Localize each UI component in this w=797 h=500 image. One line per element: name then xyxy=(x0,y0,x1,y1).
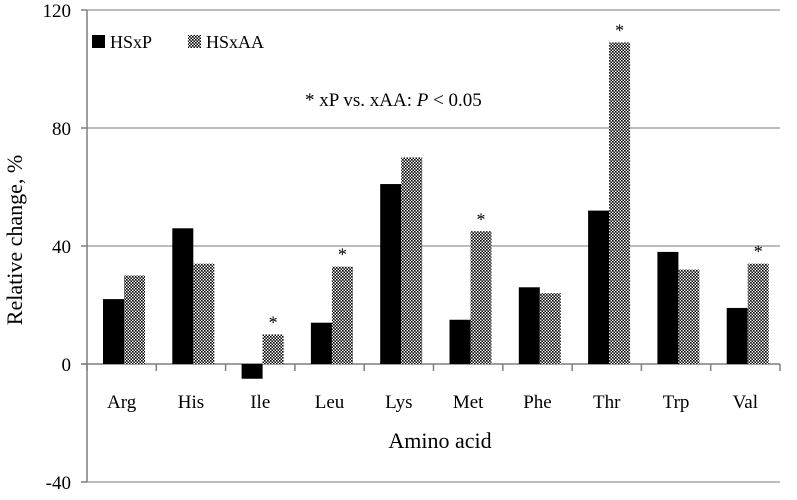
x-tick-label: Leu xyxy=(315,392,345,413)
significance-marker: * xyxy=(477,209,486,229)
y-tick-label: 120 xyxy=(43,1,72,22)
x-tick-label: Phe xyxy=(523,392,552,413)
bar-hsxaa-ile xyxy=(262,334,284,364)
bar-hsxp-thr xyxy=(588,210,610,364)
y-tick-label: 40 xyxy=(52,237,71,258)
x-axis-title: Amino acid xyxy=(388,428,491,453)
significance-note: * xP vs. xAA: P < 0.05 xyxy=(305,90,482,111)
bar-hsxaa-val xyxy=(747,263,769,364)
grid-lines xyxy=(87,9,780,483)
bar-hsxaa-trp xyxy=(678,269,700,364)
x-tick-label: Lys xyxy=(385,392,412,413)
legend: HSxP HSxAA xyxy=(92,32,264,52)
legend-label-hsxaa: HSxAA xyxy=(206,32,264,52)
bar-hsxaa-thr xyxy=(609,42,631,364)
bar-hsxp-his xyxy=(172,228,194,364)
x-tick-label: Thr xyxy=(593,392,621,413)
bar-hsxp-met xyxy=(449,319,471,364)
bar-hsxp-lys xyxy=(380,184,402,364)
bar-hsxp-trp xyxy=(657,251,679,364)
y-tick-label: -40 xyxy=(46,473,71,494)
bar-hsxp-phe xyxy=(518,287,540,364)
significance-marker: * xyxy=(754,242,763,262)
x-tick-label: Arg xyxy=(107,392,137,413)
bar-hsxp-val xyxy=(726,307,748,364)
bar-hsxaa-his xyxy=(193,263,215,364)
significance-note-suffix: < 0.05 xyxy=(428,90,481,111)
bars xyxy=(103,42,769,379)
bar-hsxaa-arg xyxy=(124,275,145,364)
x-tick-label: Val xyxy=(733,392,758,413)
x-tick-label: Met xyxy=(453,392,484,413)
significance-note-prefix: * xP vs. xAA: xyxy=(305,90,417,111)
legend-swatch-hsxaa xyxy=(188,35,201,48)
significance-marker: * xyxy=(615,20,624,40)
y-tick-label: 0 xyxy=(62,355,72,376)
bar-hsxaa-phe xyxy=(539,293,561,364)
legend-swatch-hsxp xyxy=(92,35,105,48)
bar-hsxaa-lys xyxy=(401,157,423,364)
significance-marker: * xyxy=(269,313,278,333)
bar-hsxaa-leu xyxy=(331,266,353,364)
y-axis-title: Relative change, % xyxy=(2,155,27,325)
legend-label-hsxp: HSxP xyxy=(110,32,152,52)
bar-hsxp-ile xyxy=(241,364,263,379)
significance-marker: * xyxy=(338,245,347,265)
bar-hsxaa-met xyxy=(470,231,492,364)
x-tick-label: Ile xyxy=(250,392,270,413)
y-tick-label: 80 xyxy=(52,119,71,140)
labels: -40 0 40 80 120 Arg His Ile * Leu * Lys Met * Phe Thr * T… xyxy=(43,1,763,494)
x-tick-label: His xyxy=(178,392,204,413)
x-tick-label: Trp xyxy=(663,392,690,413)
significance-note-p: P xyxy=(416,90,429,111)
bar-hsxp-arg xyxy=(103,299,124,364)
bar-hsxp-leu xyxy=(310,322,332,364)
